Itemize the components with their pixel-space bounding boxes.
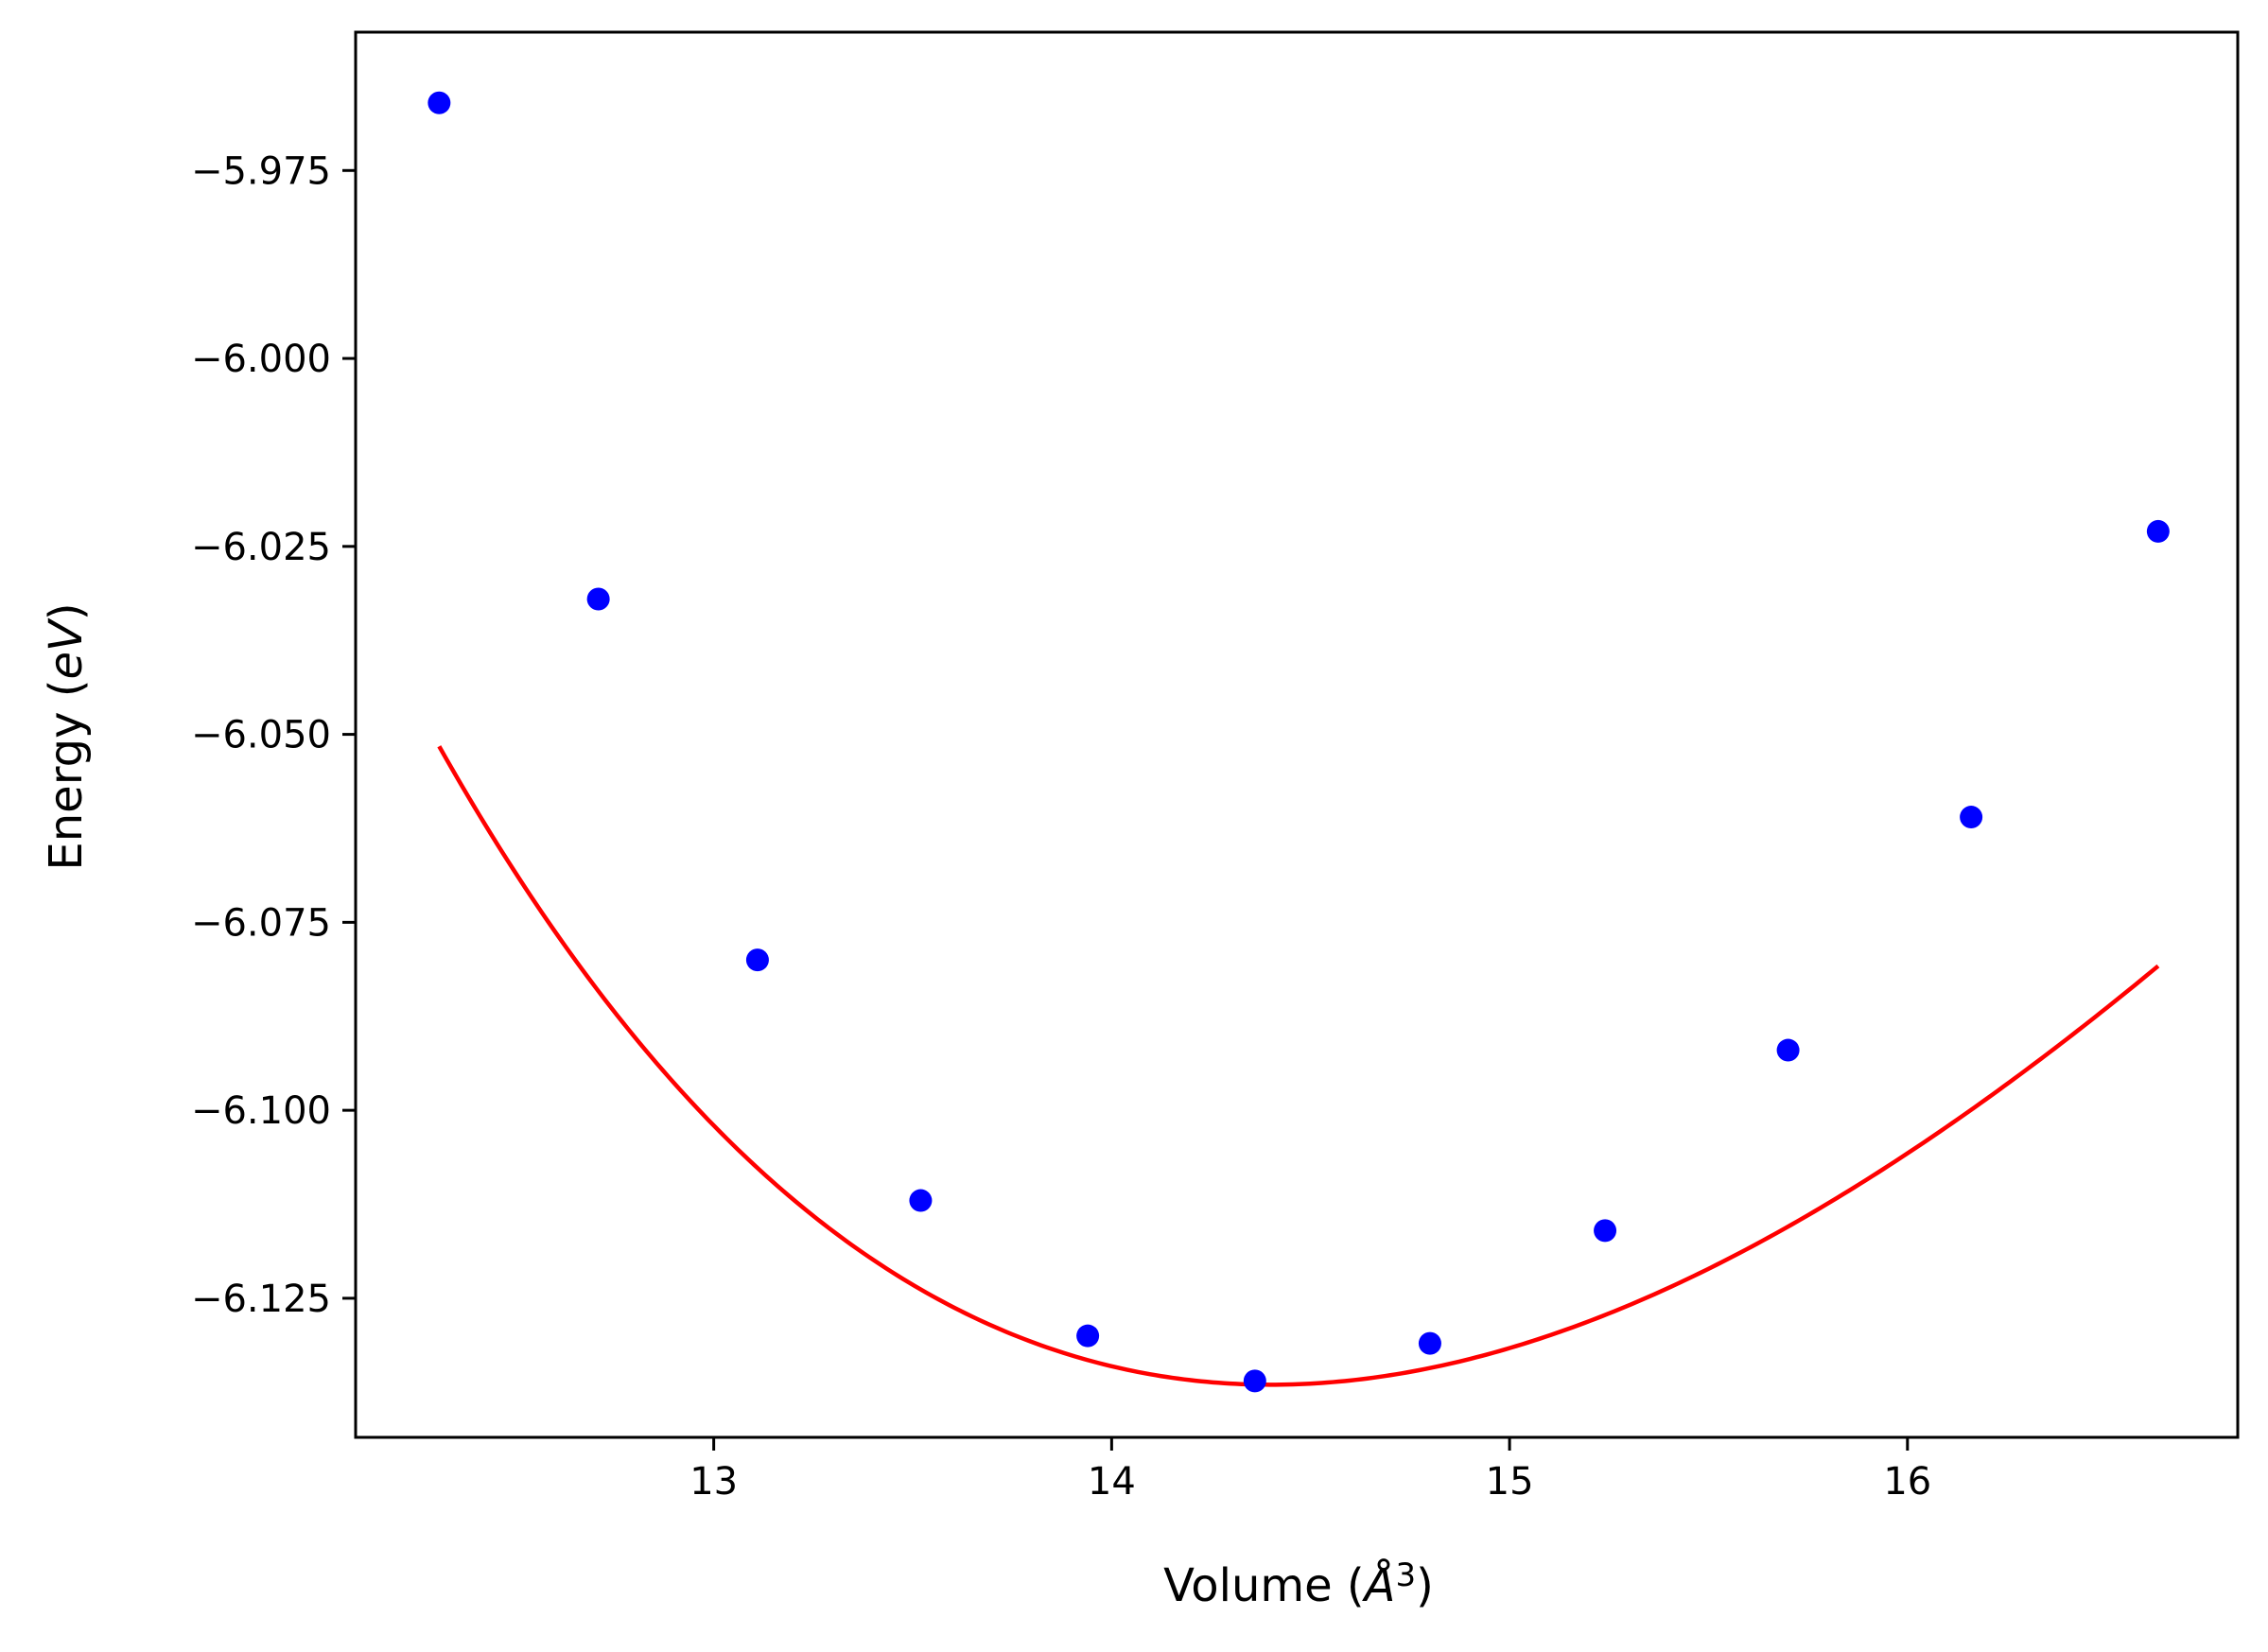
data-point-3 <box>745 948 769 972</box>
y-axis-label-symbol: eV <box>40 617 93 680</box>
data-point-6 <box>1243 1369 1266 1393</box>
x-tick-label-16: 16 <box>1883 1460 1931 1504</box>
y-tick-label-1: −6.000 <box>191 338 331 381</box>
axes: 13 14 15 16 −5.975 −6.000 −6.025 −6.050 −6.075 −6… <box>191 30 2240 1504</box>
x-tick-label-15: 15 <box>1486 1460 1534 1504</box>
y-tick-label-2: −6.025 <box>191 526 331 569</box>
x-tick-label-14: 14 <box>1088 1460 1136 1504</box>
plot-area <box>427 91 2170 1393</box>
y-axis-label-prefix: Energy ( <box>40 680 93 871</box>
x-axis-label: Volume (Å3) <box>1163 1556 1434 1612</box>
y-axis-label: Energy (eV) <box>40 602 93 870</box>
x-axis-label-superscript: 3 <box>1395 1556 1416 1594</box>
y-tick-label-3: −6.050 <box>191 714 331 757</box>
data-point-11 <box>2146 519 2170 543</box>
data-point-10 <box>1960 806 1983 829</box>
data-point-4 <box>909 1189 933 1212</box>
y-tick-label-0: −5.975 <box>191 149 331 193</box>
x-axis-label-prefix: Volume ( <box>1163 1559 1365 1612</box>
data-point-2 <box>586 587 610 611</box>
fit-curve <box>437 745 2160 1387</box>
x-axis-label-symbol: Å <box>1362 1558 1396 1612</box>
y-axis-label-suffix: ) <box>40 602 93 620</box>
y-tick-label-6: −6.125 <box>191 1278 331 1321</box>
data-point-9 <box>1776 1038 1800 1062</box>
data-point-8 <box>1594 1219 1617 1243</box>
x-tick-label-13: 13 <box>689 1460 738 1504</box>
data-point-7 <box>1418 1331 1441 1355</box>
y-tick-label-4: −6.075 <box>191 901 331 945</box>
data-point-1 <box>427 91 451 114</box>
x-axis-label-suffix: ) <box>1416 1559 1434 1612</box>
y-tick-label-5: −6.100 <box>191 1089 331 1133</box>
data-point-5 <box>1076 1324 1100 1348</box>
